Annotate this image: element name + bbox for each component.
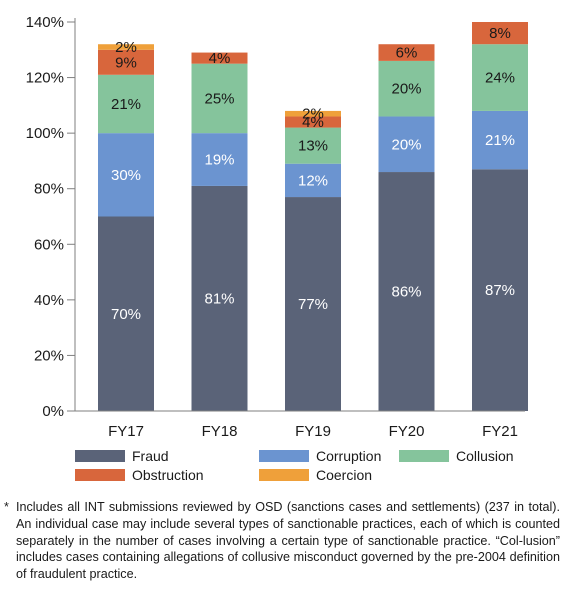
bar-segment-corruption — [98, 133, 154, 217]
x-tick-label: FY21 — [482, 423, 518, 440]
data-label: 12% — [298, 172, 328, 189]
y-tick-label: 100% — [26, 125, 64, 142]
bar-segment-collusion — [472, 44, 528, 111]
y-tick-label: 20% — [34, 347, 64, 364]
stacked-bar-chart: 0%20%40%60%80%100%120%140% 70%30%21%9%2%… — [26, 14, 528, 440]
bar-segment-fraud — [378, 172, 435, 411]
bar-segment-corruption — [191, 133, 248, 186]
data-label: 9% — [115, 54, 137, 71]
y-tick-label: 120% — [26, 70, 64, 87]
bar-segment-corruption — [378, 116, 435, 173]
data-label: 86% — [391, 284, 421, 301]
x-tick-label: FY18 — [202, 423, 238, 440]
y-axis: 0% 20% 40% 60% 80% 100% 120% 140% — [26, 14, 76, 420]
data-label: 13% — [298, 138, 328, 155]
legend-label: Fraud — [132, 448, 169, 464]
bar-segment-obstruction — [378, 44, 435, 61]
legend-item-obstruction: Obstruction — [75, 467, 204, 483]
y-tick-label: 0% — [42, 403, 64, 420]
y-tick-label: 60% — [34, 236, 64, 253]
data-label: 87% — [485, 282, 515, 299]
data-label: 21% — [485, 132, 515, 149]
data-label: 70% — [111, 306, 141, 323]
x-axis: FY17 FY18 FY19 FY20 FY21 — [67, 410, 525, 440]
data-label: 21% — [111, 96, 141, 113]
bars: 70%30%21%9%2%81%19%25%4%77%12%13%4%2%86%… — [98, 22, 528, 411]
x-tick-label: FY19 — [295, 423, 331, 440]
legend-swatch — [259, 469, 309, 481]
data-label: 77% — [298, 296, 328, 313]
data-label: 6% — [396, 45, 418, 62]
legend-swatch — [259, 450, 309, 462]
data-label: 25% — [204, 90, 234, 107]
x-tick-label: FY20 — [389, 423, 425, 440]
bar-segment-fraud — [98, 216, 154, 411]
legend-swatch — [75, 469, 125, 481]
data-label: 19% — [204, 152, 234, 169]
bar-segment-collusion — [285, 127, 341, 164]
bar-segment-obstruction — [191, 52, 248, 64]
bar-segment-collusion — [98, 74, 154, 134]
legend-item-collusion: Collusion — [399, 448, 514, 464]
data-label: 8% — [489, 25, 511, 42]
bar-segment-fraud — [472, 169, 528, 411]
legend-item-corruption: Corruption — [259, 448, 381, 464]
data-label: 20% — [391, 81, 421, 98]
y-tick-label: 140% — [26, 14, 64, 31]
data-label: 4% — [302, 114, 324, 131]
bar-segment-collusion — [191, 63, 248, 134]
x-tick-label: FY17 — [108, 423, 144, 440]
y-tick-label: 40% — [34, 292, 64, 309]
legend-label: Obstruction — [132, 467, 204, 483]
bar-segment-collusion — [378, 60, 435, 117]
bar-segment-corruption — [285, 163, 341, 198]
legend-item-fraud: Fraud — [75, 448, 169, 464]
bar-segment-coercion — [98, 44, 154, 50]
bar-segment-obstruction — [472, 22, 528, 45]
data-label: 20% — [391, 136, 421, 153]
y-tick-label: 80% — [34, 181, 64, 198]
footnote-marker: * — [4, 500, 9, 514]
legend: Fraud Corruption Collusion Obstruction Coerc… — [75, 448, 515, 490]
legend-swatch — [399, 450, 449, 462]
data-label: 24% — [485, 70, 515, 87]
legend-item-coercion: Coercion — [259, 467, 372, 483]
legend-label: Collusion — [456, 448, 514, 464]
bar-segment-corruption — [472, 110, 528, 170]
bar-segment-obstruction — [98, 49, 154, 75]
data-label: 2% — [302, 106, 324, 123]
footnote-text: Includes all INT submissions reviewed by… — [16, 500, 560, 582]
footnote: * Includes all INT submissions reviewed … — [4, 499, 560, 583]
bar-segment-obstruction — [285, 116, 341, 128]
legend-label: Coercion — [316, 467, 373, 483]
bar-segment-fraud — [285, 197, 341, 411]
data-label: 81% — [204, 290, 234, 307]
data-label: 4% — [209, 50, 231, 67]
legend-swatch — [75, 450, 125, 462]
legend-label: Corruption — [316, 448, 382, 464]
bar-segment-fraud — [191, 185, 248, 411]
data-label: 2% — [115, 39, 137, 56]
data-label: 30% — [111, 167, 141, 184]
bar-segment-coercion — [285, 110, 341, 117]
